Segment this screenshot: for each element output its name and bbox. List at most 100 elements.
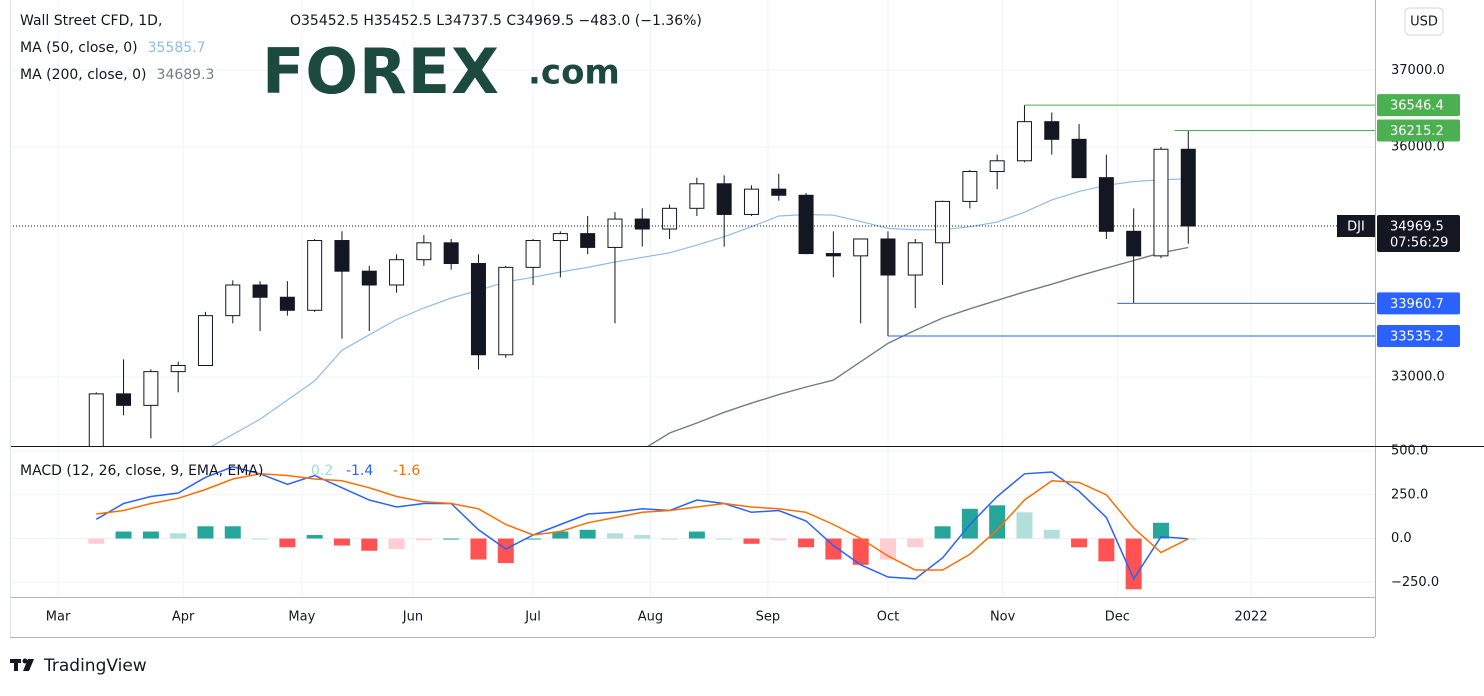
macd-pane <box>88 466 1197 590</box>
grid <box>10 0 1375 597</box>
candle-body <box>743 188 759 215</box>
histogram-bar <box>1071 538 1088 548</box>
ma-legend-value: 34689.3 <box>157 67 215 83</box>
histogram-bar <box>361 538 378 551</box>
y-tick-label: 36000.0 <box>1391 139 1445 154</box>
histogram-bar <box>525 538 542 540</box>
candle-body <box>962 171 978 202</box>
level-label: 36215.2 <box>1390 124 1444 139</box>
level-label: 33535.2 <box>1390 329 1444 344</box>
histogram-bar <box>415 538 432 541</box>
histogram-bar <box>661 538 678 540</box>
macd-legend: MACD (12, 26, close, 9, EMA, EMA) <box>20 463 263 479</box>
price-pane <box>10 104 1375 446</box>
histogram-bar <box>252 538 269 540</box>
ma-legend-value: 35585.7 <box>148 40 206 56</box>
y-tick-label: 33000.0 <box>1391 369 1445 384</box>
ma-legend: MA (200, close, 0) <box>20 67 147 83</box>
candle-body <box>525 240 541 268</box>
histogram-bar <box>279 538 296 548</box>
candle-body <box>798 194 814 255</box>
histogram-bar <box>497 538 514 564</box>
candle-body <box>552 233 568 242</box>
x-tick-label: Nov <box>990 610 1016 625</box>
candle-body <box>880 238 896 276</box>
level-label-box <box>1377 119 1460 142</box>
candle-body <box>252 284 268 298</box>
histogram-bar <box>170 533 187 539</box>
candle-body <box>470 263 486 356</box>
y-tick-label: 0.0 <box>1391 531 1412 546</box>
histogram-bar <box>989 505 1006 539</box>
histogram-bar <box>798 538 815 548</box>
candle-body <box>1153 148 1169 257</box>
histogram-bar <box>115 531 132 539</box>
candle-body <box>389 259 405 286</box>
histogram-bar <box>224 526 241 539</box>
histogram-bar <box>934 526 951 539</box>
histogram-bar <box>634 535 651 539</box>
y-tick-label: −250.0 <box>1391 575 1439 590</box>
axes <box>10 0 1484 638</box>
line-series <box>96 473 1189 571</box>
histogram-bar <box>606 533 623 539</box>
histogram-bar <box>142 531 159 539</box>
candle-body <box>580 233 596 248</box>
x-tick-label: Aug <box>638 610 663 625</box>
histogram-bar <box>1152 522 1169 539</box>
candle-body <box>1180 148 1196 227</box>
logo-suffix: .com <box>528 53 620 93</box>
histogram-bar <box>1098 538 1115 562</box>
x-tick-label: Dec <box>1105 610 1130 625</box>
level-label: 36546.4 <box>1390 99 1444 114</box>
histogram-bar <box>388 538 405 550</box>
candle-body <box>989 160 1005 173</box>
currency[interactable]: USD <box>1410 15 1438 30</box>
x-tick-label: Apr <box>172 610 195 625</box>
histogram-bar <box>443 538 460 540</box>
candle-body <box>907 242 923 276</box>
y-tick-label: 37000.0 <box>1391 63 1445 78</box>
candle-body <box>1016 121 1032 162</box>
histogram-bar <box>579 529 596 539</box>
x-tick-label: 2022 <box>1235 610 1268 625</box>
candle-body <box>416 242 432 261</box>
y-tick-label: 500.0 <box>1391 444 1428 459</box>
histogram-bar <box>333 538 350 546</box>
candle-body <box>1098 177 1114 232</box>
candle-body <box>771 188 787 196</box>
candle-body <box>116 393 132 406</box>
countdown: 07:56:29 <box>1390 235 1448 250</box>
histogram-bar <box>770 538 787 541</box>
symbol-title: Wall Street CFD, 1D, <box>20 13 162 29</box>
candle-body <box>197 315 213 366</box>
candle-body <box>88 393 104 446</box>
ma-legend: MA (50, close, 0) <box>20 40 138 56</box>
currency-box[interactable] <box>1404 7 1444 36</box>
candle-body <box>279 296 295 311</box>
histogram-bar <box>688 531 705 539</box>
candle-body <box>716 183 732 215</box>
level-label-box <box>1377 94 1460 117</box>
candle-body <box>143 371 159 406</box>
histogram-bar <box>716 538 733 540</box>
candle-body <box>825 253 841 257</box>
x-tick-label: May <box>288 610 315 625</box>
histogram-bar <box>197 526 214 539</box>
macd-value: -1.4 <box>346 463 373 479</box>
x-tick-label: Mar <box>46 610 71 625</box>
ohlc-legend: O35452.5 H35452.5 L34737.5 C34969.5 −483… <box>290 13 702 29</box>
tradingview-logo <box>10 658 34 671</box>
candle-body <box>1126 230 1142 257</box>
last-price-label: 34969.5 <box>1390 219 1444 234</box>
candle-body <box>607 218 623 248</box>
candle-body <box>853 238 869 257</box>
line-series <box>647 246 1189 446</box>
level-label-box <box>1377 292 1460 315</box>
histogram-bar <box>1016 512 1033 539</box>
footer-brand: TradingView <box>43 656 147 676</box>
candle-body <box>170 364 186 373</box>
level-label-box <box>1377 324 1460 347</box>
level-label: 33960.7 <box>1390 297 1444 312</box>
